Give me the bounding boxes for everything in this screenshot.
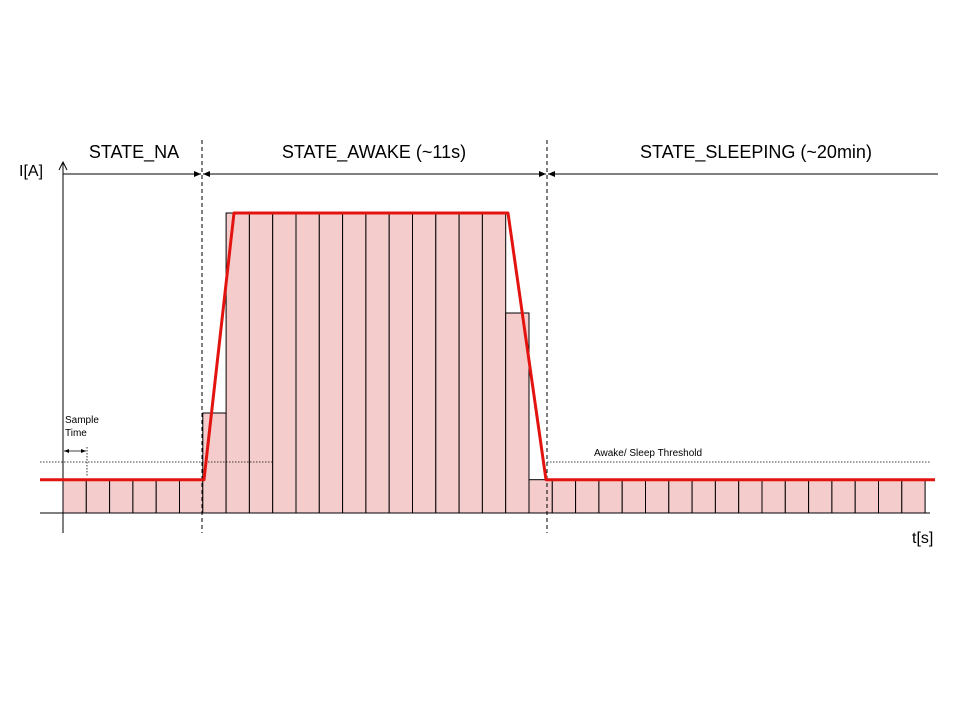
sample-bar [318,212,344,514]
sample-bar [901,479,926,514]
sample-bar [854,479,880,514]
sample-bar [62,479,87,514]
current-envelope-line [40,211,935,482]
sample-bar [342,212,367,514]
sample-bars [62,212,926,514]
sample-bar [412,212,437,514]
sample-bar [272,212,297,514]
sample-bar [458,212,483,514]
sample-bar [738,479,763,514]
sample-bar [645,479,670,514]
sample-bar [132,479,157,514]
sample-bar [179,479,204,514]
sample-time-arrow-right [81,449,86,453]
sample-bar [365,212,390,514]
state-na-arrow-right [194,171,201,177]
sample-bar [481,212,507,514]
sample-bar [295,212,320,514]
state-sleeping-arrow-left [548,171,555,177]
sample-bar [435,212,460,514]
sample-time-arrow-left [64,449,69,453]
sample-bar [621,479,647,514]
sample-bar [155,479,180,514]
sample-bar [528,479,553,514]
sample-bar [784,479,810,514]
sample-bar [714,479,740,514]
state-sleeping-label: STATE_SLEEPING (~20min) [640,142,872,163]
y-axis-arrowhead [58,160,68,171]
sample-bar [598,479,623,514]
sample-time-label-line1: Sample [65,415,99,426]
x-axis-label: t[s] [912,530,933,547]
state-awake-label: STATE_AWAKE (~11s) [282,142,466,163]
state-awake-arrow-right [539,171,546,177]
y-axis-label: I[A] [19,163,43,180]
state-na-label: STATE_NA [89,142,179,163]
sample-bar [388,212,414,514]
sample-bar [109,479,134,514]
sample-bar [878,479,903,514]
sample-bar [808,479,833,514]
sample-bar [248,212,274,514]
threshold-label: Awake/ Sleep Threshold [594,448,702,459]
state-awake-arrow-left [203,171,210,177]
sample-bar [831,479,856,514]
sample-bar [85,479,111,514]
sample-bar [691,479,716,514]
sample-bar [761,479,786,514]
sample-bar [668,479,693,514]
sample-bar [551,479,577,514]
sample-bar [575,479,600,514]
sample-time-label-line2: Time [65,428,87,439]
